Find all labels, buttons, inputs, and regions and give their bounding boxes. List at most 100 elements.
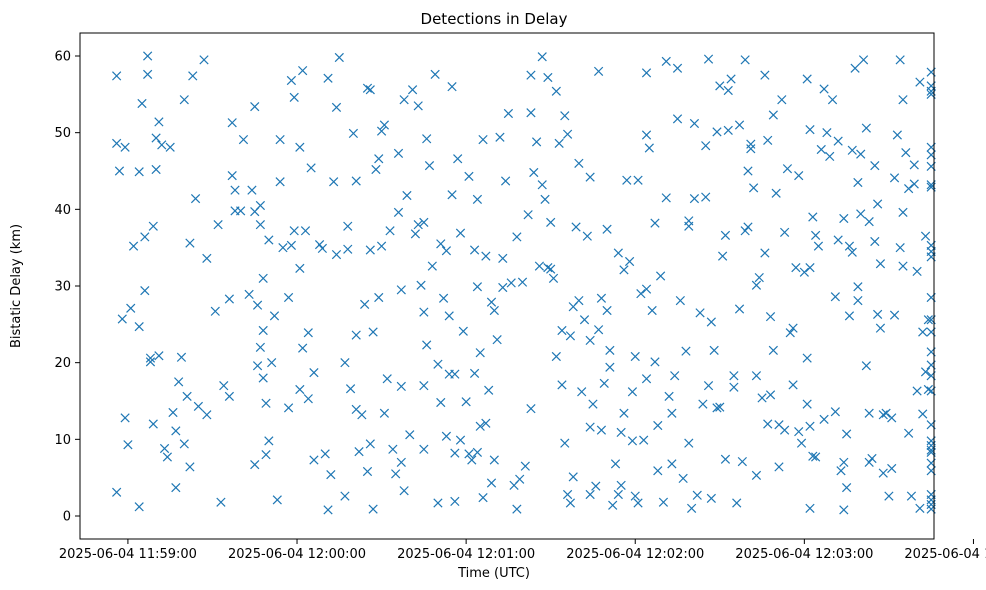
data-point bbox=[751, 470, 762, 480]
data-point bbox=[892, 130, 902, 140]
data-point bbox=[506, 278, 516, 288]
data-point bbox=[765, 312, 776, 322]
data-point bbox=[303, 328, 313, 338]
data-point bbox=[286, 240, 297, 250]
data-point bbox=[374, 154, 384, 164]
data-point bbox=[619, 265, 629, 275]
data-point bbox=[255, 342, 266, 352]
data-point bbox=[875, 323, 886, 333]
data-point bbox=[830, 292, 840, 302]
data-point bbox=[289, 92, 299, 103]
data-point bbox=[768, 110, 778, 120]
data-point bbox=[219, 381, 229, 391]
data-point bbox=[779, 227, 790, 237]
data-point bbox=[145, 353, 156, 363]
data-point bbox=[230, 185, 240, 195]
data-point bbox=[588, 399, 598, 409]
data-point bbox=[546, 217, 556, 227]
data-point bbox=[469, 368, 480, 379]
data-point bbox=[481, 251, 491, 261]
data-point bbox=[376, 241, 387, 251]
data-point bbox=[523, 210, 533, 220]
data-point bbox=[114, 166, 125, 176]
data-point bbox=[407, 85, 418, 95]
data-point bbox=[450, 448, 460, 458]
data-point bbox=[399, 486, 409, 496]
data-point bbox=[729, 382, 739, 392]
x-tick-label: 2025-06-04 12:01:00 bbox=[397, 547, 535, 562]
data-point bbox=[751, 371, 762, 381]
data-point bbox=[701, 192, 711, 202]
data-point bbox=[331, 102, 342, 112]
data-point bbox=[579, 315, 590, 325]
data-point bbox=[887, 463, 897, 474]
data-point bbox=[176, 352, 187, 362]
data-point bbox=[472, 282, 483, 292]
data-point bbox=[391, 469, 401, 479]
data-point bbox=[568, 472, 578, 482]
data-point bbox=[461, 397, 471, 407]
data-point bbox=[816, 144, 826, 155]
data-point bbox=[805, 503, 815, 513]
data-point bbox=[878, 468, 888, 478]
data-point bbox=[616, 480, 626, 490]
data-point bbox=[822, 128, 832, 138]
y-tick-label: 30 bbox=[54, 280, 71, 295]
data-point bbox=[641, 68, 652, 78]
data-point bbox=[602, 305, 612, 316]
plot-background bbox=[80, 33, 934, 539]
data-point bbox=[171, 483, 181, 493]
data-point bbox=[343, 244, 353, 254]
data-point bbox=[720, 230, 731, 241]
data-point bbox=[512, 232, 522, 242]
data-point bbox=[884, 491, 894, 501]
data-point bbox=[168, 407, 178, 418]
data-point bbox=[810, 452, 821, 462]
data-point bbox=[842, 483, 852, 493]
data-point bbox=[255, 220, 266, 230]
data-point bbox=[467, 455, 477, 465]
data-point bbox=[438, 293, 449, 303]
data-point bbox=[777, 95, 787, 105]
data-point bbox=[128, 241, 139, 251]
x-axis-title: Time (UTC) bbox=[457, 566, 530, 581]
data-point bbox=[627, 436, 638, 446]
data-point bbox=[148, 419, 158, 429]
data-point bbox=[329, 177, 339, 187]
data-point bbox=[748, 183, 759, 193]
data-point bbox=[419, 381, 429, 391]
data-point bbox=[354, 446, 364, 457]
data-point bbox=[802, 353, 812, 363]
data-point bbox=[613, 248, 623, 258]
data-point bbox=[667, 408, 677, 418]
data-point bbox=[920, 231, 931, 241]
data-point bbox=[647, 305, 657, 316]
data-point bbox=[202, 410, 212, 420]
data-point bbox=[185, 238, 195, 248]
y-tick-label: 10 bbox=[54, 433, 71, 448]
data-point bbox=[236, 206, 246, 216]
data-point bbox=[396, 457, 406, 467]
data-point bbox=[889, 310, 900, 320]
data-point bbox=[901, 147, 911, 158]
data-point bbox=[182, 391, 192, 402]
data-point bbox=[323, 73, 333, 83]
data-point bbox=[464, 449, 474, 459]
data-point bbox=[436, 397, 446, 408]
data-point bbox=[593, 325, 604, 335]
data-point bbox=[808, 451, 818, 461]
data-point bbox=[402, 190, 412, 201]
data-point bbox=[393, 148, 404, 158]
data-point bbox=[608, 500, 618, 510]
data-point bbox=[670, 371, 680, 381]
data-point bbox=[746, 144, 756, 154]
data-point bbox=[540, 194, 550, 204]
data-point bbox=[374, 292, 384, 303]
data-point bbox=[458, 326, 468, 336]
data-point bbox=[785, 328, 795, 338]
data-point bbox=[672, 63, 683, 73]
data-point bbox=[557, 325, 567, 336]
data-point bbox=[833, 235, 843, 245]
data-point bbox=[842, 429, 852, 439]
data-point bbox=[560, 438, 570, 448]
